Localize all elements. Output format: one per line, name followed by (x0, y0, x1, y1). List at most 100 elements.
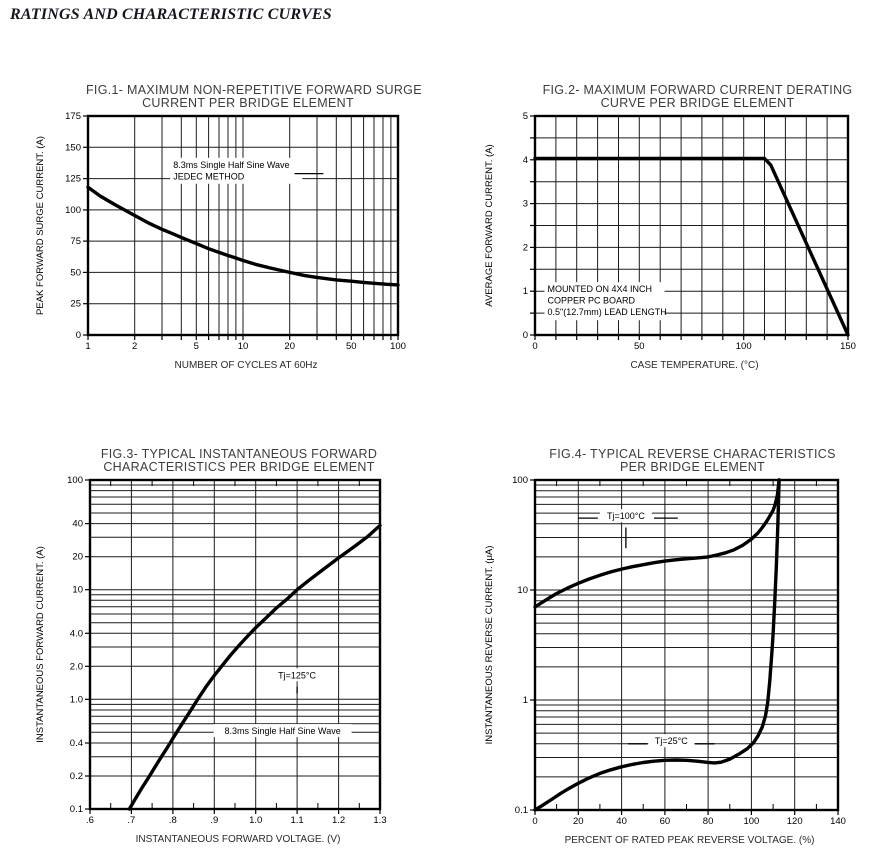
fig3-minor-ticks (110, 480, 360, 809)
fig3-curve-instantaneous-forward-current (127, 523, 382, 811)
svg-text:100: 100 (65, 205, 81, 216)
svg-text:8.3ms Single Half Sine Wave: 8.3ms Single Half Sine Wave (224, 726, 340, 736)
svg-text:COPPER PC BOARD: COPPER PC BOARD (548, 296, 636, 306)
fig3-ylabel: INSTANTANEOUS FORWARD CURRENT. (A) (35, 546, 46, 743)
svg-text:80: 80 (703, 816, 714, 827)
fig2-plot-border (533, 114, 850, 337)
svg-text:25: 25 (70, 299, 81, 310)
svg-text:.6: .6 (86, 815, 94, 826)
fig1-plot-border (86, 114, 400, 337)
fig1-title-line-1: FIG.1- MAXIMUM NON-REPETITIVE FORWARD SU… (86, 83, 422, 97)
fig1-x-tick-labels: 1 2 5 10 20 50 100 (85, 341, 406, 352)
svg-text:10: 10 (72, 585, 83, 596)
fig3-outer-ticks (85, 479, 381, 814)
svg-text:50: 50 (70, 267, 81, 278)
fig4-plot-border (533, 478, 840, 812)
svg-text:20: 20 (573, 816, 584, 827)
svg-text:3: 3 (523, 199, 528, 210)
svg-text:0.5"(12.7mm) LEAD LENGTH: 0.5"(12.7mm) LEAD LENGTH (548, 307, 667, 317)
svg-text:20: 20 (284, 341, 295, 352)
svg-text:Tj=125°C: Tj=125°C (278, 670, 316, 680)
fig3-x-tick-labels: .6 .7 .8 .9 1.0 1.1 1.2 1.3 (86, 815, 387, 826)
svg-text:50: 50 (634, 341, 645, 352)
fig3-plot: .6 .7 .8 .9 1.0 1.1 1.2 1.3 100 40 20 10 4.0 2.0 1.0 0.… (35, 475, 387, 826)
fig4-annotation-1: Tj=25°C (628, 734, 715, 748)
fig2-annotation-0: MOUNTED ON 4X4 INCH COPPER PC BOARD0.5"(1… (544, 282, 667, 321)
svg-text:Tj=100°C: Tj=100°C (607, 511, 645, 521)
svg-text:1.0: 1.0 (249, 815, 262, 826)
fig4-xlabel: PERCENT OF RATED PEAK REVERSE VOLTAGE. (… (564, 835, 815, 846)
svg-text:100: 100 (390, 341, 406, 352)
fig1-gridlines (87, 115, 399, 336)
svg-text:20: 20 (72, 552, 83, 563)
fig1-title: FIG.1- MAXIMUM NON-REPETITIVE FORWARD SU… (30, 83, 422, 110)
svg-text:1: 1 (85, 341, 90, 352)
svg-text:5: 5 (194, 341, 199, 352)
fig4-ylabel: INSTANTANEOUS REVERSE CURRENT. (μA) (484, 546, 495, 745)
svg-text:75: 75 (70, 236, 81, 247)
svg-text:4.0: 4.0 (70, 628, 83, 639)
fig4-y-tick-labels: 100 10 1 0.1 (512, 475, 528, 816)
svg-text:5: 5 (523, 111, 528, 122)
svg-text:4: 4 (523, 155, 528, 166)
svg-text:150: 150 (840, 341, 856, 352)
svg-text:.7: .7 (127, 815, 135, 826)
svg-text:100: 100 (743, 816, 759, 827)
svg-text:10: 10 (517, 585, 528, 596)
svg-text:120: 120 (787, 816, 803, 827)
fig2-x-tick-labels: 0 50 100 150 (532, 341, 856, 352)
svg-text:0: 0 (532, 816, 537, 827)
fig2-ylabel: AVERAGE FORWARD CURRENT. (A) (484, 144, 495, 306)
fig2-gridlines (534, 115, 849, 336)
svg-text:.8: .8 (169, 815, 177, 826)
svg-text:60: 60 (660, 816, 671, 827)
fig3-annotation-1: 8.3ms Single Half Sine Wave (213, 724, 352, 738)
svg-text:40: 40 (616, 816, 627, 827)
fig4-x-tick-labels: 0 20 40 60 80 100 120 140 (532, 816, 846, 827)
fig3-title-line-2: CHARACTERISTICS PER BRIDGE ELEMENT (103, 460, 375, 474)
svg-text:1: 1 (523, 695, 528, 706)
figure-fig1: FIG.1- MAXIMUM NON-REPETITIVE FORWARD SU… (30, 83, 422, 372)
fig4-title: FIG.4- TYPICAL REVERSE CHARACTERISTICS P… (479, 448, 850, 474)
fig1-xlabel: NUMBER OF CYCLES AT 60Hz (174, 360, 318, 371)
fig3-plot-border (88, 478, 382, 811)
svg-text:2.0: 2.0 (70, 661, 83, 672)
fig4-curve-reverse-current-tj-100c (533, 478, 781, 609)
fig3-annotation-0: Tj=125°C (272, 668, 323, 694)
svg-text:50: 50 (346, 341, 357, 352)
svg-text:1.3: 1.3 (373, 815, 386, 826)
svg-text:140: 140 (830, 816, 846, 827)
svg-text:100: 100 (512, 475, 528, 486)
figure-fig2: FIG.2- MAXIMUM FORWARD CURRENT DERATING … (479, 84, 860, 372)
svg-text:Tj=25°C: Tj=25°C (655, 736, 688, 746)
fig1-outer-ticks (83, 115, 399, 340)
svg-text:1: 1 (523, 286, 528, 297)
svg-text:8.3ms Single Half Sine Wave: 8.3ms Single Half Sine Wave (173, 160, 289, 170)
svg-text:MOUNTED ON 4X4 INCH: MOUNTED ON 4X4 INCH (548, 284, 653, 294)
figure-fig3: FIG.3- TYPICAL INSTANTANEOUS FORWARD CHA… (30, 448, 392, 846)
svg-text:125: 125 (65, 174, 81, 185)
svg-text:2: 2 (132, 341, 137, 352)
fig2-plot: 0 50 100 150 0 1 2 3 4 5 AVERAGE FORWARD CURRENT. … (484, 111, 856, 352)
fig2-title: FIG.2- MAXIMUM FORWARD CURRENT DERATING … (479, 84, 860, 110)
svg-text:1.2: 1.2 (332, 815, 345, 826)
svg-text:175: 175 (65, 111, 81, 122)
svg-text:150: 150 (65, 142, 81, 153)
svg-text:0.4: 0.4 (70, 738, 83, 749)
fig3-y-tick-labels: 100 40 20 10 4.0 2.0 1.0 0.4 0.2 0.1 (67, 475, 83, 815)
fig2-y-tick-labels: 0 1 2 3 4 5 (523, 111, 528, 341)
svg-text:0: 0 (76, 330, 81, 341)
svg-text:40: 40 (72, 519, 83, 530)
svg-text:2: 2 (523, 242, 528, 253)
svg-text:.9: .9 (210, 815, 218, 826)
svg-text:JEDEC METHOD: JEDEC METHOD (173, 171, 245, 181)
fig2-title-line-2: CURVE PER BRIDGE ELEMENT (600, 96, 795, 110)
svg-text:100: 100 (67, 475, 83, 486)
fig3-gridlines (89, 479, 381, 810)
svg-text:0: 0 (532, 341, 537, 352)
svg-text:0.1: 0.1 (70, 804, 83, 815)
fig1-title-line-2: CURRENT PER BRIDGE ELEMENT (142, 96, 354, 110)
